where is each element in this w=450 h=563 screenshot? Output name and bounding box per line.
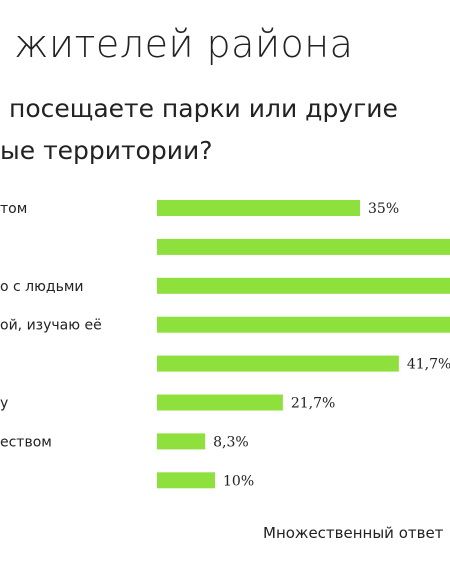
value-label: 35%: [368, 201, 399, 217]
category-label: еством: [0, 434, 52, 450]
value-label: 8,3%: [213, 434, 249, 450]
bar: [157, 238, 450, 255]
category-label: том: [0, 201, 27, 217]
footnote: Множественный ответ: [263, 524, 444, 542]
bar: [157, 277, 450, 294]
question-line-2: ые территории?: [0, 136, 213, 165]
bar: [157, 433, 206, 450]
chart-title: жителей района: [14, 22, 354, 66]
bar: [157, 472, 215, 489]
bar: [157, 316, 450, 333]
category-label: у: [0, 396, 8, 412]
question-line-1: посещаете парки или другие: [9, 94, 398, 123]
bar: [157, 355, 399, 372]
value-label: 10%: [223, 473, 254, 489]
value-label: 41,7%: [407, 357, 450, 373]
bar: [157, 200, 360, 216]
category-label: ой, изучаю её: [0, 318, 102, 334]
category-label: о с людьми: [0, 279, 84, 295]
bar: [157, 394, 283, 411]
value-label: 21,7%: [291, 396, 335, 412]
